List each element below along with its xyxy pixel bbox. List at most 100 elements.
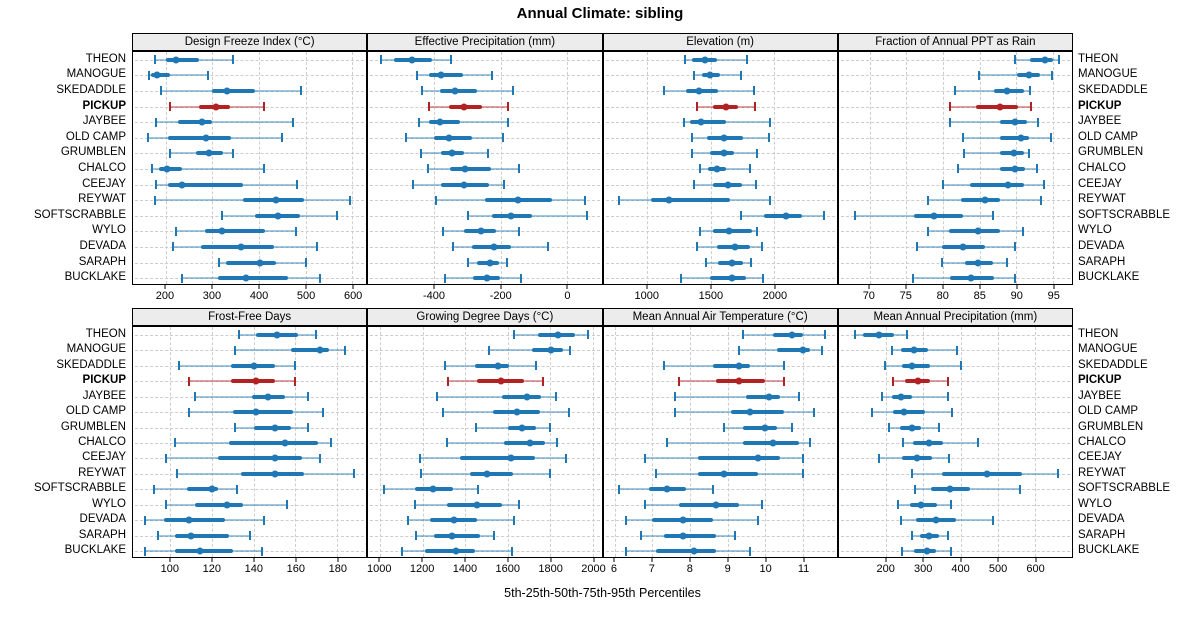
iqr-bar xyxy=(158,166,182,171)
median-dot xyxy=(690,547,698,555)
grid-line-vertical xyxy=(305,52,307,284)
iqr-bar xyxy=(174,533,229,538)
site-label: SOFTSCRABBLE xyxy=(1078,482,1171,495)
tick-label: 1400 xyxy=(452,563,478,575)
whisker-cap xyxy=(662,86,665,96)
whisker-cap xyxy=(427,164,430,174)
site-row xyxy=(604,270,837,284)
whisker-cap xyxy=(956,345,959,355)
site-row xyxy=(368,373,601,388)
tick-mark xyxy=(868,285,870,289)
grid-line-vertical xyxy=(960,327,962,557)
whisker-cap xyxy=(180,273,183,283)
site-label: OLD CAMP xyxy=(65,405,126,418)
median-dot xyxy=(996,103,1004,111)
site-label: WYLO xyxy=(92,224,126,237)
whisker-line xyxy=(418,121,509,124)
median-dot xyxy=(237,243,245,251)
tick-mark xyxy=(942,285,944,289)
tick-mark xyxy=(774,285,776,289)
site-row xyxy=(604,513,837,528)
grid-line-horizontal xyxy=(135,122,365,124)
grid-line-vertical xyxy=(942,52,944,284)
iqr-bar xyxy=(178,120,213,125)
whisker-cap xyxy=(294,376,297,386)
median-dot xyxy=(1017,134,1025,142)
grid-line-horizontal xyxy=(370,59,600,61)
whisker-cap xyxy=(188,407,191,417)
whisker-cap xyxy=(902,438,905,448)
grid-line-vertical xyxy=(647,52,649,284)
whisker-cap xyxy=(1013,55,1016,65)
grid-line-vertical xyxy=(566,52,568,284)
site-row xyxy=(839,161,1072,177)
site-row xyxy=(604,451,837,466)
whisker-cap xyxy=(534,361,537,371)
iqr-bar xyxy=(970,182,1024,187)
panel-strip: Elevation (m) xyxy=(602,33,838,51)
whisker-cap xyxy=(888,423,891,433)
grid-line-horizontal xyxy=(840,334,1070,336)
tick-mark xyxy=(922,558,924,562)
whisker-cap xyxy=(292,117,294,127)
tick-label: 400 xyxy=(249,290,269,302)
whisker-cap xyxy=(175,469,178,479)
whisker-cap xyxy=(767,133,770,143)
iqr-bar xyxy=(697,471,758,476)
whisker-cap xyxy=(617,484,620,494)
grid-line-horizontal xyxy=(370,396,600,398)
whisker-cap xyxy=(512,330,515,340)
grid-line-horizontal xyxy=(840,200,1070,202)
whisker-cap xyxy=(155,117,158,127)
x-axis: 1000 1200 1400 1600 1800 2000 xyxy=(367,558,606,580)
site-row xyxy=(133,482,366,497)
grid-line-horizontal xyxy=(605,520,835,522)
site-row xyxy=(604,255,837,271)
whisker-cap xyxy=(177,361,180,371)
grid-line-horizontal xyxy=(605,90,835,92)
site-row xyxy=(839,255,1072,271)
whisker-cap xyxy=(427,102,430,112)
whisker-line xyxy=(882,395,949,398)
panel-strip: Design Freeze Index (°C) xyxy=(132,33,368,51)
tick-mark xyxy=(258,285,260,289)
iqr-bar xyxy=(663,533,717,538)
whisker-cap xyxy=(447,376,450,386)
whisker-cap xyxy=(643,500,646,510)
median-dot xyxy=(981,196,989,204)
whisker-cap xyxy=(234,345,237,355)
tick-mark xyxy=(613,558,615,562)
tick-label: 0 xyxy=(564,290,571,302)
site-row xyxy=(133,466,366,481)
whisker-cap xyxy=(823,211,826,221)
median-dot xyxy=(212,103,220,111)
site-row xyxy=(133,389,366,404)
tick-mark xyxy=(727,558,729,562)
iqr-bar xyxy=(459,456,535,461)
site-row xyxy=(604,99,837,115)
whisker-cap xyxy=(754,102,757,112)
grid-line-vertical xyxy=(802,327,804,557)
grid-line-horizontal xyxy=(370,90,600,92)
tick-label: 180 xyxy=(328,563,348,575)
tick-mark xyxy=(295,558,297,562)
whisker-cap xyxy=(1049,133,1052,143)
tick-label: 9 xyxy=(724,563,731,575)
whisker-cap xyxy=(262,102,265,112)
whisker-cap xyxy=(542,376,545,386)
whisker-cap xyxy=(698,226,701,236)
iqr-bar xyxy=(650,198,730,203)
median-dot xyxy=(946,485,954,493)
iqr-bar xyxy=(212,88,255,93)
grid-line-horizontal xyxy=(370,334,600,336)
whisker-cap xyxy=(449,55,452,65)
grid-line-horizontal xyxy=(840,137,1070,139)
whisker-cap xyxy=(146,133,149,143)
grid-line-vertical xyxy=(212,52,214,284)
median-dot xyxy=(713,165,721,173)
tick-mark xyxy=(500,285,502,289)
median-dot xyxy=(914,377,922,385)
whisker-cap xyxy=(916,242,919,252)
whisker-cap xyxy=(344,345,347,355)
whisker-cap xyxy=(673,407,676,417)
